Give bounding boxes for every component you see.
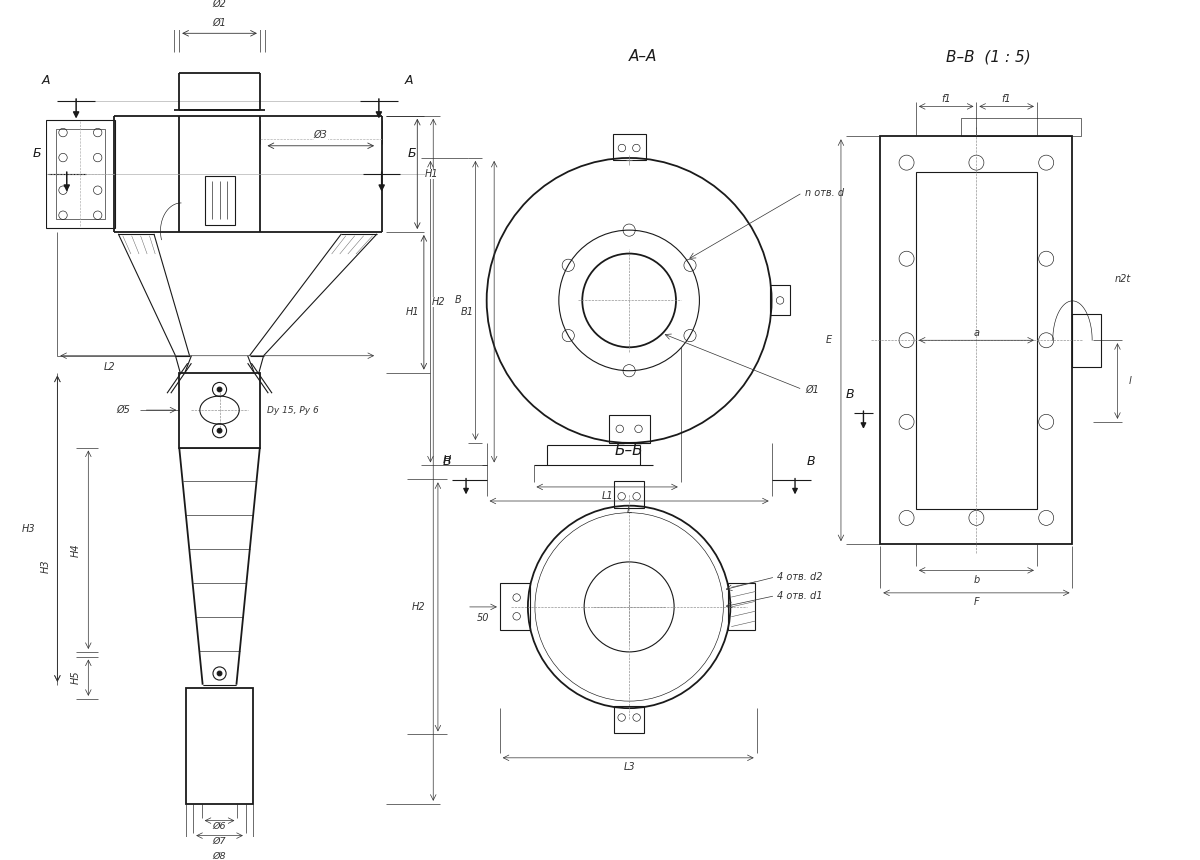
Text: f1: f1 <box>941 94 950 104</box>
Text: L1: L1 <box>601 491 613 501</box>
Bar <box>916 172 1037 508</box>
Text: Ø5: Ø5 <box>116 405 131 415</box>
Text: Б–Б: Б–Б <box>614 443 643 458</box>
Text: f1: f1 <box>1002 94 1012 104</box>
Bar <box>1073 314 1100 366</box>
Text: Ø1: Ø1 <box>805 384 820 395</box>
Text: Б: Б <box>407 147 416 160</box>
Bar <box>961 118 1080 137</box>
Text: А: А <box>404 74 413 87</box>
Text: l: l <box>1129 376 1132 386</box>
Text: В: В <box>846 388 854 401</box>
Text: n отв. d: n отв. d <box>805 187 845 198</box>
Text: b: b <box>973 574 979 585</box>
Text: Ø1: Ø1 <box>212 18 227 28</box>
Bar <box>204 175 234 224</box>
Text: H3: H3 <box>41 559 52 573</box>
Bar <box>179 372 260 447</box>
Text: 4 отв. d2: 4 отв. d2 <box>778 572 823 582</box>
Text: Ø7: Ø7 <box>212 837 227 845</box>
Text: E: E <box>826 335 832 345</box>
Text: Ø8: Ø8 <box>212 851 227 860</box>
Bar <box>186 689 253 804</box>
Text: 50: 50 <box>476 613 490 624</box>
Text: А: А <box>42 74 50 87</box>
Text: H3: H3 <box>22 524 35 534</box>
Text: H2: H2 <box>412 602 426 612</box>
Text: B1: B1 <box>461 307 474 316</box>
Circle shape <box>217 387 222 392</box>
Text: L2: L2 <box>104 362 115 372</box>
Text: Ø2: Ø2 <box>212 0 227 9</box>
Text: B: B <box>455 296 461 305</box>
Text: В: В <box>443 455 451 468</box>
Bar <box>728 583 755 630</box>
Bar <box>614 482 644 507</box>
Text: В: В <box>806 455 815 468</box>
Text: Ø6: Ø6 <box>212 822 227 831</box>
Text: А–А: А–А <box>629 49 658 64</box>
Text: a: a <box>973 328 979 338</box>
Text: H1: H1 <box>425 169 438 179</box>
Circle shape <box>217 428 222 433</box>
Text: Ø3: Ø3 <box>314 130 328 140</box>
Bar <box>769 286 791 316</box>
Text: H1: H1 <box>406 307 419 316</box>
Text: H: H <box>443 455 451 464</box>
Bar <box>499 583 529 630</box>
Text: L: L <box>626 506 632 515</box>
Text: Б: Б <box>32 147 41 160</box>
Circle shape <box>217 671 222 676</box>
Text: H5: H5 <box>71 671 82 685</box>
Bar <box>613 133 646 160</box>
Text: H2: H2 <box>431 298 445 307</box>
Text: n2t: n2t <box>1115 274 1130 285</box>
Text: H4: H4 <box>71 543 82 556</box>
Text: В–В  (1 : 5): В–В (1 : 5) <box>946 49 1031 64</box>
Text: L3: L3 <box>623 762 635 772</box>
Text: F: F <box>973 597 979 607</box>
Bar <box>614 706 644 733</box>
Bar <box>46 120 114 228</box>
Text: 4 отв. d1: 4 отв. d1 <box>778 591 823 600</box>
Bar <box>881 137 1073 544</box>
Bar <box>55 129 106 219</box>
Bar <box>608 415 649 443</box>
Text: Dy 15, Py 6: Dy 15, Py 6 <box>268 406 319 415</box>
